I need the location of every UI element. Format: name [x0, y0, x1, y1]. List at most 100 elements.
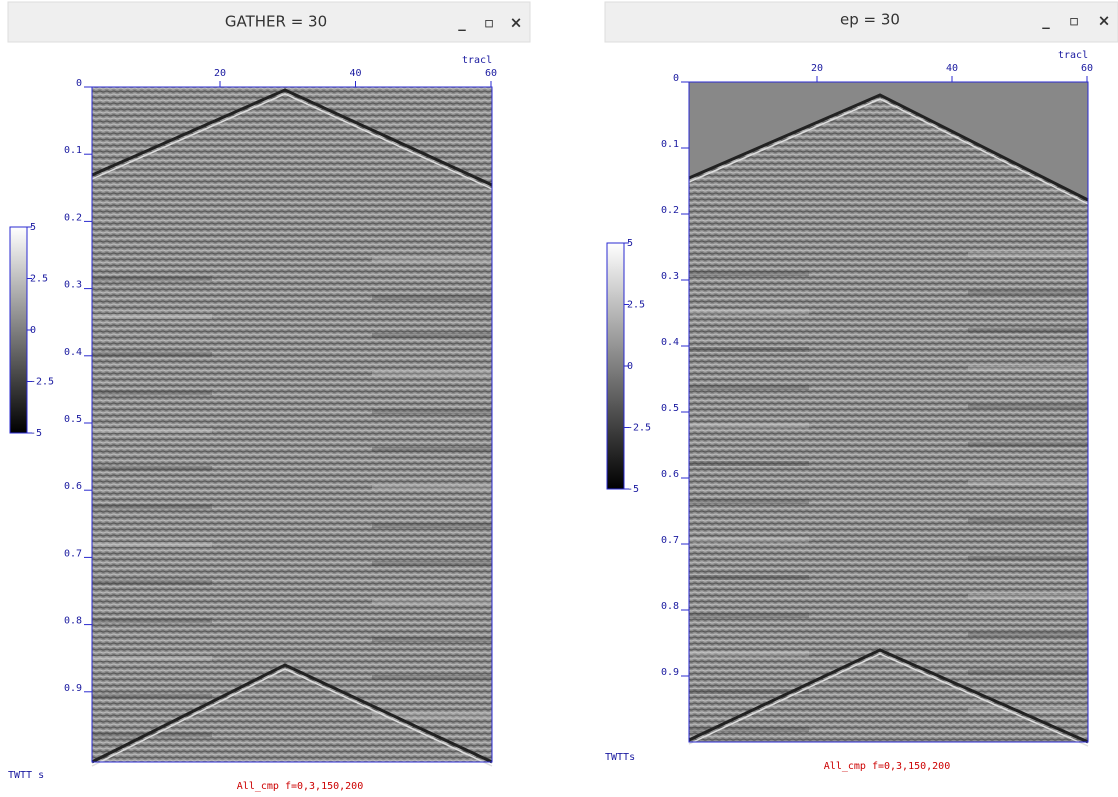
close-button[interactable]: × — [510, 14, 523, 32]
title-bar — [604, 1, 1118, 43]
event-band — [689, 423, 809, 428]
event-band — [372, 371, 492, 376]
plot-frame — [91, 86, 493, 763]
close-button[interactable]: × — [1098, 12, 1111, 30]
reflection — [688, 653, 1089, 747]
event-band — [372, 295, 492, 300]
event-band — [92, 694, 212, 699]
event-band — [92, 732, 212, 737]
minimize-button[interactable]: _ — [1042, 12, 1050, 30]
reflection — [91, 88, 493, 187]
y-tick-label: 0.3 — [64, 280, 82, 291]
event-band — [689, 613, 809, 618]
y-tick-label: 0.7 — [64, 548, 82, 559]
colorbar-tick-label: 2.5 — [30, 274, 48, 285]
event-band — [689, 651, 809, 656]
y-tick-label: 0.6 — [64, 481, 82, 492]
reflection — [91, 663, 493, 764]
event-band — [689, 575, 809, 580]
event-band — [92, 390, 212, 395]
x-tick-label: 20 — [214, 68, 226, 79]
y-tick-label: 0.7 — [661, 535, 679, 546]
event-band — [689, 499, 809, 504]
colorbar-tick-label: 0 — [30, 325, 36, 336]
minimize-button[interactable]: _ — [458, 14, 466, 32]
y-tick-label: 0.2 — [661, 205, 679, 216]
colorbar-tick-label: 5 — [30, 222, 36, 233]
colorbar-tick-label: -5 — [627, 484, 639, 495]
x-axis-label: tracl — [462, 55, 492, 66]
event-band — [968, 252, 1088, 257]
event-band — [372, 713, 492, 718]
y-tick-label: 0.4 — [64, 347, 82, 358]
event-band — [372, 447, 492, 452]
event-band — [372, 675, 492, 680]
colorbar-tick-label: -2.5 — [30, 377, 54, 388]
y-tick-label: 0.5 — [661, 403, 679, 414]
x-tick-label: 20 — [811, 63, 823, 74]
y-tick-label: 0.8 — [64, 616, 82, 627]
event-band — [968, 442, 1088, 447]
event-band — [92, 276, 212, 281]
event-band — [689, 537, 809, 542]
colorbar-tick-label: 2.5 — [627, 300, 645, 311]
x-axis-label: tracl — [1058, 50, 1088, 61]
colorbar-tick-label: 0 — [627, 361, 633, 372]
colorbar-tick-label: 5 — [627, 238, 633, 249]
y-tick-label: 0.9 — [661, 667, 679, 678]
event-band — [968, 366, 1088, 371]
event-band — [968, 518, 1088, 523]
y-tick-label: 0 — [76, 78, 82, 89]
event-band — [92, 618, 212, 623]
event-band — [372, 561, 492, 566]
y-tick-label: 0.2 — [64, 212, 82, 223]
reflection — [91, 93, 493, 190]
caption: All_cmp f=0,3,150,200 — [237, 781, 363, 792]
event-band — [92, 314, 212, 319]
y-tick-label: 0.8 — [661, 601, 679, 612]
window-title: ep = 30 — [840, 11, 900, 29]
x-tick-label: 60 — [1081, 63, 1093, 74]
y-tick-label: 0.4 — [661, 337, 679, 348]
maximize-button[interactable]: ▫ — [484, 14, 494, 32]
colorbar-tick-label: -2.5 — [627, 423, 651, 434]
reflection — [688, 648, 1089, 744]
event-band — [372, 637, 492, 642]
reflection — [688, 93, 1089, 202]
event-band — [92, 352, 212, 357]
event-band — [968, 480, 1088, 485]
event-band — [92, 466, 212, 471]
event-band — [689, 727, 809, 732]
muted-zone — [689, 82, 1088, 200]
y-axis-label: TWTT s — [8, 770, 44, 781]
event-band — [968, 290, 1088, 295]
event-band — [968, 328, 1088, 333]
y-tick-label: 0.3 — [661, 271, 679, 282]
x-tick-label: 60 — [485, 68, 497, 79]
event-band — [968, 594, 1088, 599]
reflection — [688, 98, 1089, 205]
event-band — [968, 556, 1088, 561]
x-tick-label: 40 — [349, 68, 361, 79]
event-band — [372, 409, 492, 414]
event-band — [968, 670, 1088, 675]
title-bar — [7, 1, 531, 43]
y-tick-label: 0.1 — [661, 139, 679, 150]
event-band — [689, 347, 809, 352]
event-band — [92, 542, 212, 547]
maximize-button[interactable]: ▫ — [1069, 12, 1079, 30]
event-band — [689, 461, 809, 466]
reflection — [91, 668, 493, 767]
colorbar-tick-label: -5 — [30, 428, 42, 439]
event-band — [372, 333, 492, 338]
event-band — [372, 523, 492, 528]
event-band — [968, 404, 1088, 409]
y-tick-label: 0.9 — [64, 683, 82, 694]
event-band — [372, 485, 492, 490]
event-band — [689, 689, 809, 694]
window-title: GATHER = 30 — [225, 13, 327, 31]
y-tick-label: 0.5 — [64, 414, 82, 425]
y-axis-label: TWTTs — [605, 752, 635, 763]
colorbar — [9, 226, 28, 434]
